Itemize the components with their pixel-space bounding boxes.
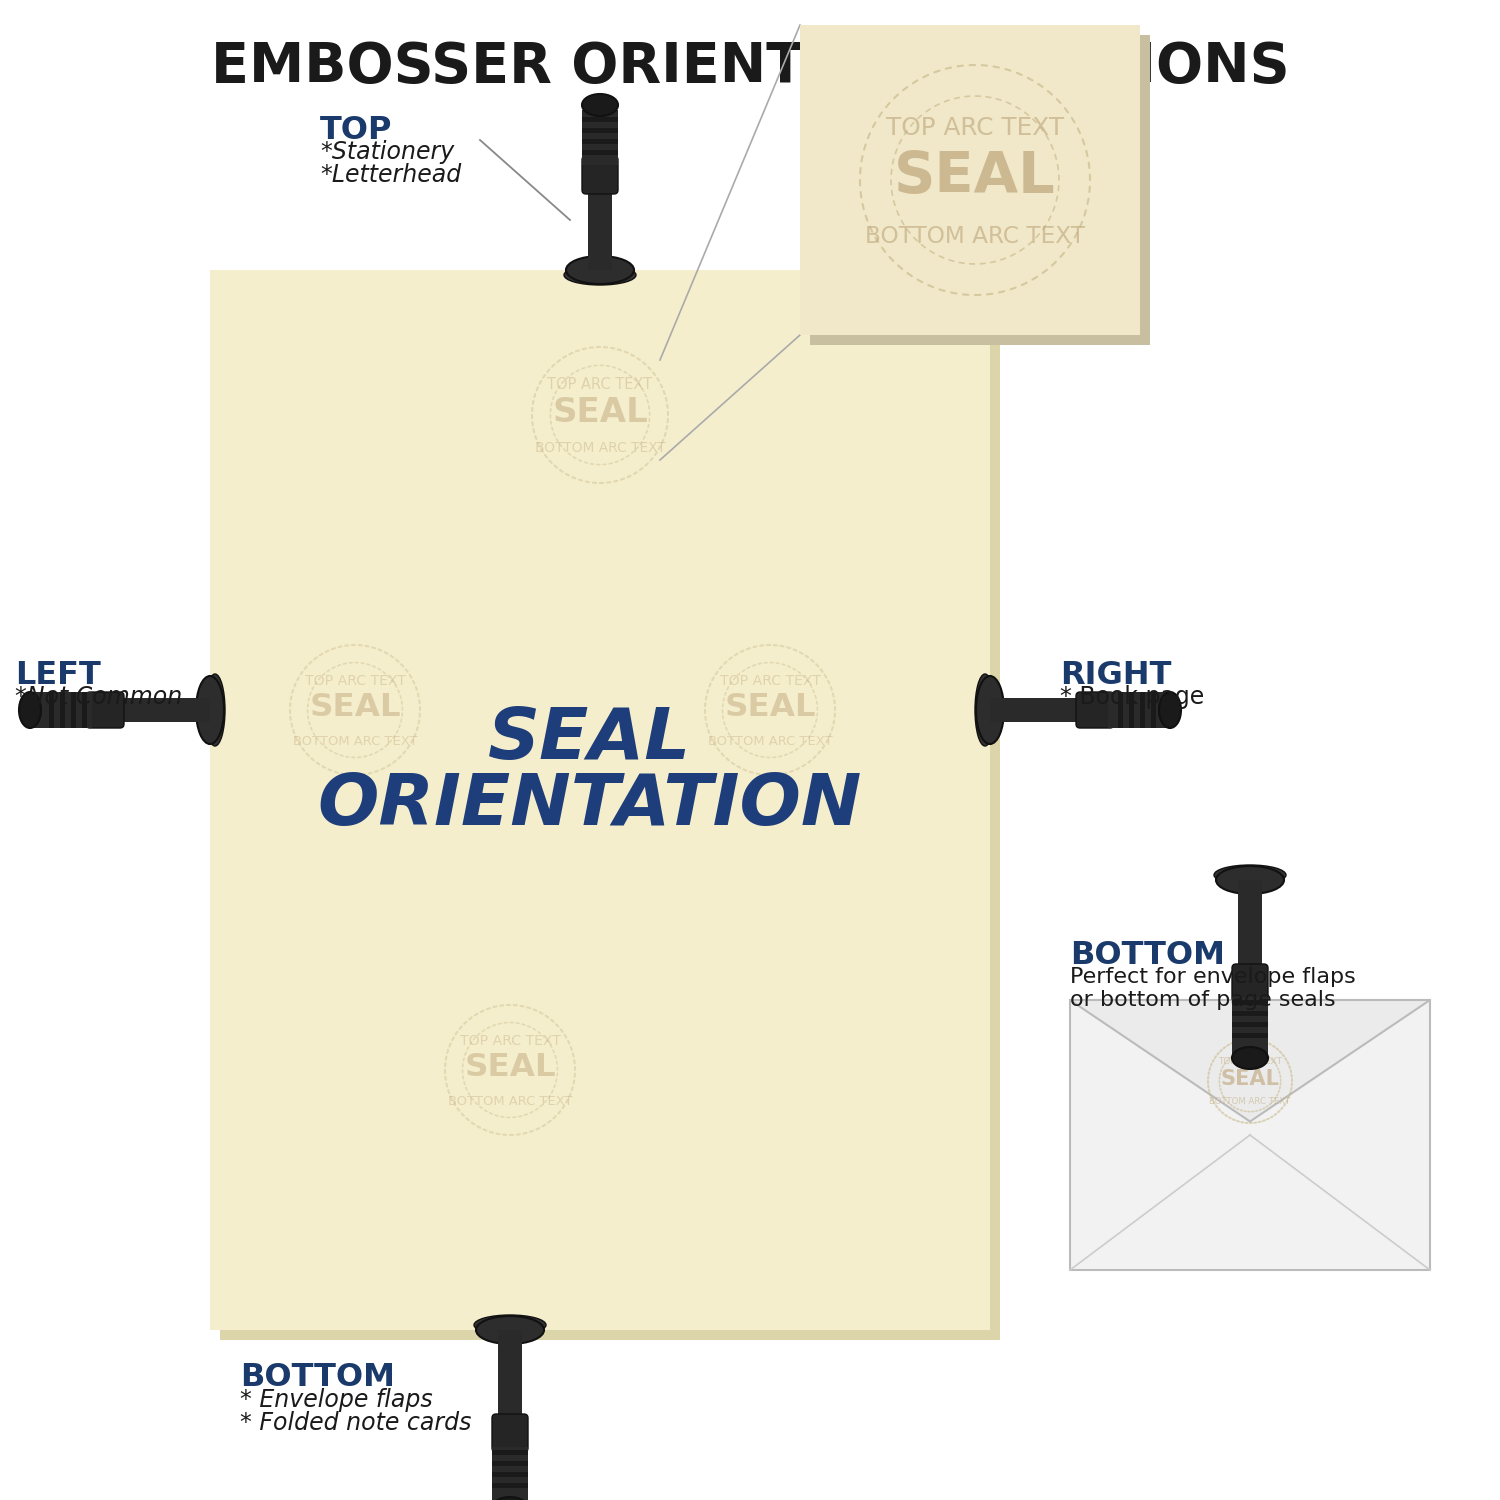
Text: SEAL: SEAL xyxy=(552,396,648,429)
Ellipse shape xyxy=(1216,865,1284,894)
Text: BOTTOM ARC TEXT: BOTTOM ARC TEXT xyxy=(865,225,1084,248)
Ellipse shape xyxy=(1160,692,1180,728)
Ellipse shape xyxy=(476,1316,544,1344)
Text: BOTTOM ARC TEXT: BOTTOM ARC TEXT xyxy=(534,441,666,456)
Bar xyxy=(210,270,990,1330)
Text: BOTTOM ARC TEXT: BOTTOM ARC TEXT xyxy=(447,1095,573,1108)
Ellipse shape xyxy=(1214,865,1286,885)
Bar xyxy=(492,1461,528,1466)
Bar xyxy=(582,128,618,134)
Polygon shape xyxy=(1070,1000,1430,1122)
Text: BOTTOM ARC TEXT: BOTTOM ARC TEXT xyxy=(292,735,417,748)
Bar xyxy=(1232,1000,1268,1005)
FancyBboxPatch shape xyxy=(1232,964,1268,1002)
FancyBboxPatch shape xyxy=(582,156,618,194)
Bar xyxy=(810,34,1150,345)
Text: SEAL: SEAL xyxy=(309,693,401,723)
Bar xyxy=(32,692,92,728)
Bar xyxy=(1130,692,1134,728)
Text: EMBOSSER ORIENTATION OPTIONS: EMBOSSER ORIENTATION OPTIONS xyxy=(210,40,1290,94)
Text: BOTTOM: BOTTOM xyxy=(1070,940,1226,970)
Bar xyxy=(1140,692,1144,728)
Text: TOP ARC TEXT: TOP ARC TEXT xyxy=(459,1034,561,1047)
Text: RIGHT: RIGHT xyxy=(1060,660,1172,692)
Ellipse shape xyxy=(206,674,225,746)
Text: TOP ARC TEXT: TOP ARC TEXT xyxy=(548,376,652,392)
Text: *Stationery: *Stationery xyxy=(320,140,454,164)
Text: * Book page: * Book page xyxy=(1060,686,1204,709)
Ellipse shape xyxy=(566,256,634,284)
Bar xyxy=(1238,880,1262,971)
Bar xyxy=(582,117,618,122)
Bar xyxy=(120,698,210,721)
Text: BOTTOM ARC TEXT: BOTTOM ARC TEXT xyxy=(1209,1096,1290,1106)
Bar xyxy=(60,692,64,728)
Bar xyxy=(492,1450,528,1455)
Ellipse shape xyxy=(474,1316,546,1335)
Text: *Letterhead: *Letterhead xyxy=(320,164,462,188)
Ellipse shape xyxy=(492,1497,528,1500)
Text: BOTTOM: BOTTOM xyxy=(240,1362,394,1394)
Ellipse shape xyxy=(975,674,994,746)
Ellipse shape xyxy=(564,266,636,285)
Ellipse shape xyxy=(196,676,223,744)
Text: TOP ARC TEXT: TOP ARC TEXT xyxy=(720,674,821,687)
Bar xyxy=(498,1330,522,1420)
FancyBboxPatch shape xyxy=(492,1414,528,1452)
Bar xyxy=(1232,1022,1268,1028)
Text: *Not Common: *Not Common xyxy=(15,686,183,709)
Bar xyxy=(588,176,612,270)
Text: SEAL: SEAL xyxy=(489,705,692,774)
Text: or bottom of page seals: or bottom of page seals xyxy=(1070,990,1335,1010)
Text: SEAL: SEAL xyxy=(1221,1070,1280,1089)
Bar xyxy=(582,150,618,154)
Bar xyxy=(800,26,1140,334)
Bar xyxy=(582,140,618,144)
Text: BOTTOM ARC TEXT: BOTTOM ARC TEXT xyxy=(708,735,833,748)
Ellipse shape xyxy=(582,94,618,116)
Bar xyxy=(50,692,54,728)
Bar xyxy=(82,692,87,728)
FancyBboxPatch shape xyxy=(86,692,124,728)
Bar xyxy=(1070,1000,1430,1270)
Bar xyxy=(1232,1011,1268,1016)
Text: SEAL: SEAL xyxy=(724,693,816,723)
Text: LEFT: LEFT xyxy=(15,660,100,692)
FancyBboxPatch shape xyxy=(1076,692,1114,728)
Bar xyxy=(1118,692,1124,728)
Text: SEAL: SEAL xyxy=(464,1053,556,1083)
Bar xyxy=(1150,692,1156,728)
Text: TOP: TOP xyxy=(320,116,393,146)
Text: TOP ARC TEXT: TOP ARC TEXT xyxy=(1218,1058,1282,1066)
Bar xyxy=(1232,1034,1268,1038)
Text: TOP ARC TEXT: TOP ARC TEXT xyxy=(304,674,405,687)
Ellipse shape xyxy=(20,692,40,728)
Text: * Envelope flaps: * Envelope flaps xyxy=(240,1388,432,1411)
Bar xyxy=(990,698,1080,721)
Ellipse shape xyxy=(1232,1047,1268,1070)
Text: ORIENTATION: ORIENTATION xyxy=(318,771,862,840)
Bar xyxy=(582,110,618,165)
Bar xyxy=(492,1472,528,1478)
Text: SEAL: SEAL xyxy=(894,150,1056,206)
Bar xyxy=(1108,692,1168,728)
Ellipse shape xyxy=(976,676,1004,744)
Bar xyxy=(70,692,76,728)
Bar xyxy=(492,1448,528,1500)
Bar xyxy=(492,1484,528,1488)
Bar xyxy=(1232,998,1268,1054)
Text: * Folded note cards: * Folded note cards xyxy=(240,1412,471,1436)
Text: TOP ARC TEXT: TOP ARC TEXT xyxy=(886,116,1064,140)
Text: Perfect for envelope flaps: Perfect for envelope flaps xyxy=(1070,968,1356,987)
Bar xyxy=(220,280,1000,1340)
